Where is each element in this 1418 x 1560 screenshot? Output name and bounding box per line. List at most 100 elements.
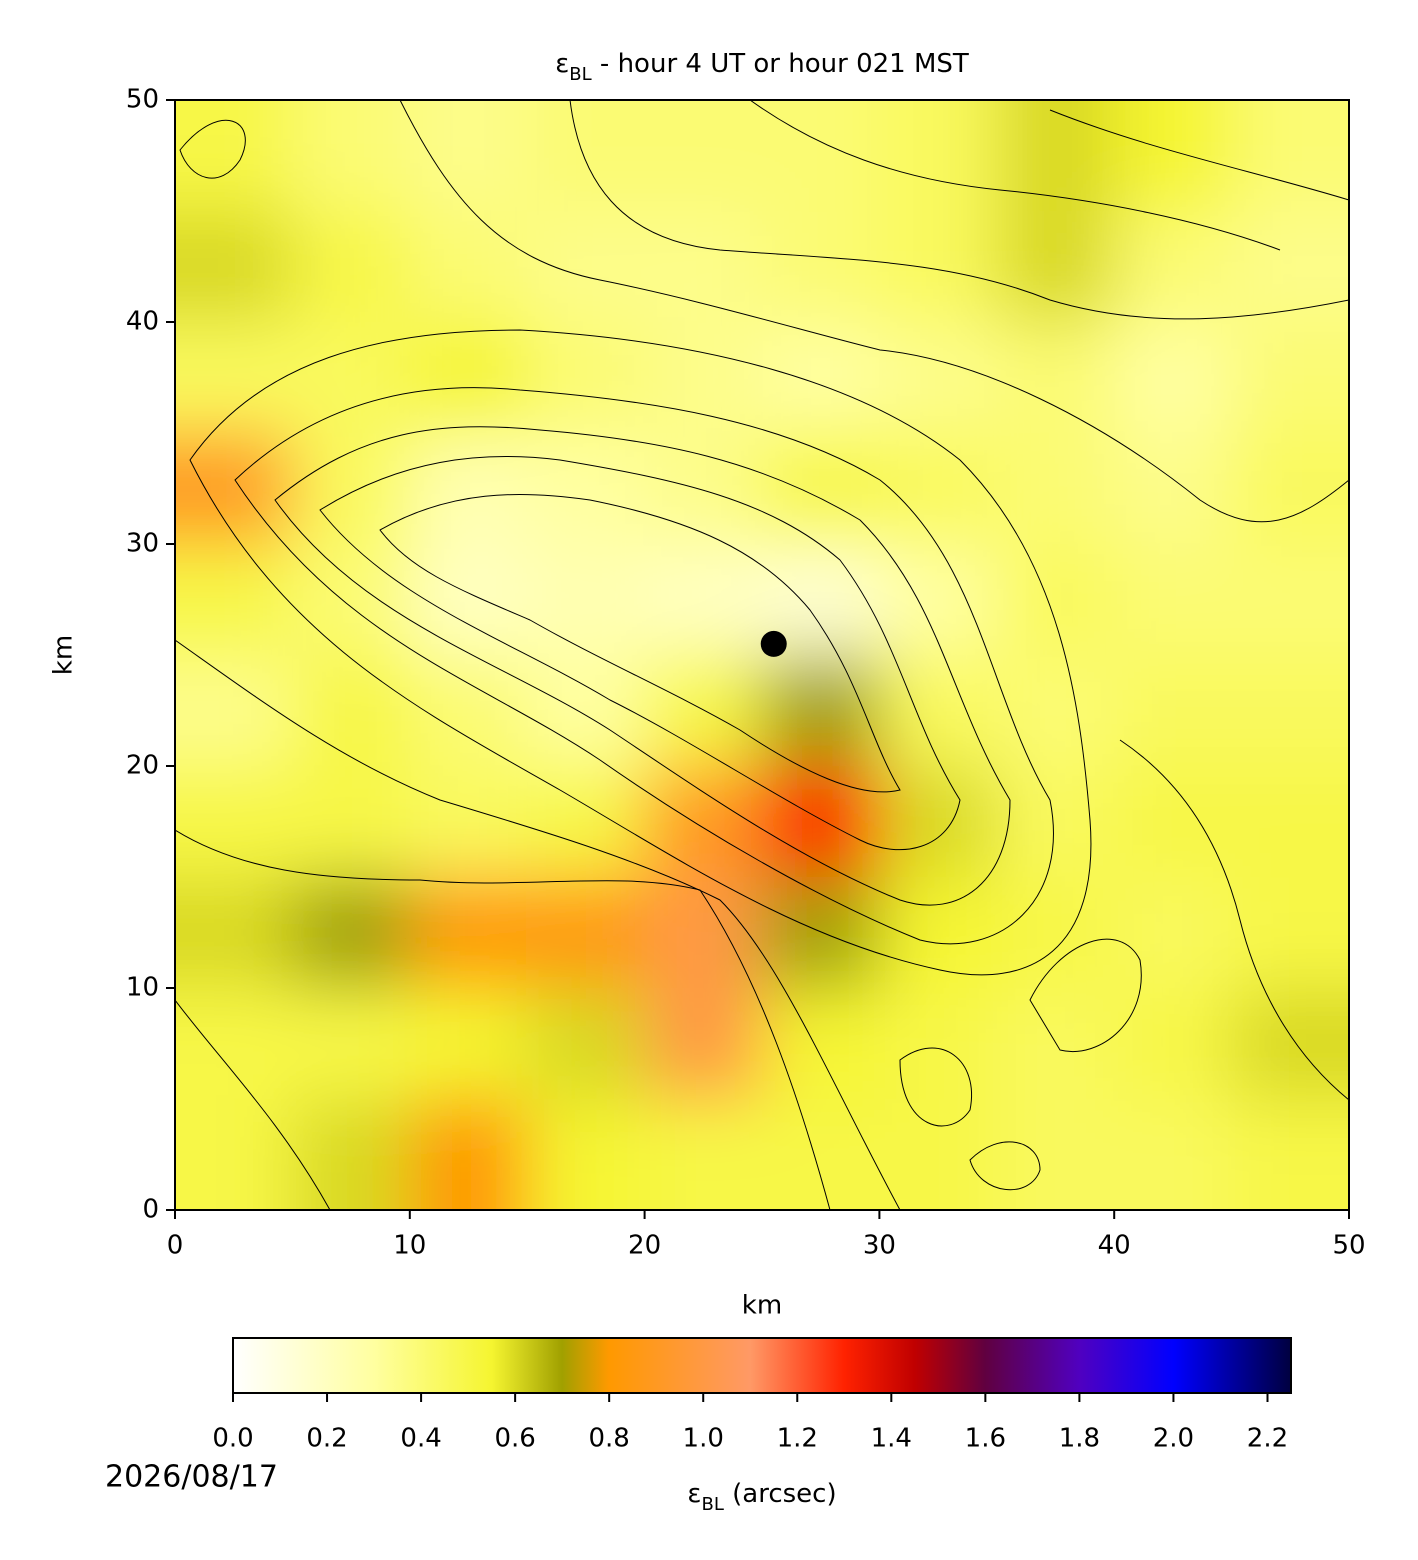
- colorbar-tick-label: 2.0: [1153, 1424, 1194, 1454]
- heatmap-cell: [1231, 322, 1349, 433]
- heatmap-cell: [409, 322, 528, 433]
- colorbar-label-text: (arcsec): [724, 1479, 837, 1509]
- colorbar-tick-label: 1.2: [777, 1424, 818, 1454]
- heatmap-cell: [292, 877, 410, 988]
- heatmap-cell: [292, 1099, 410, 1210]
- heatmap-cell: [1114, 211, 1232, 322]
- heatmap-cell: [644, 211, 762, 322]
- heatmap-cell: [879, 988, 997, 1099]
- heatmap-cell: [175, 766, 293, 877]
- heatmap-cell: [527, 988, 645, 1099]
- heatmap-cell: [762, 655, 880, 766]
- heatmap-cell: [292, 433, 410, 544]
- x-tick-label: 10: [393, 1231, 426, 1261]
- heatmap-cell: [996, 322, 1115, 433]
- heatmap-cell: [1114, 433, 1232, 544]
- heatmap-cell: [409, 877, 528, 988]
- heatmap-cell: [527, 322, 645, 433]
- heatmap-cell: [409, 211, 528, 322]
- heatmap-cell: [1231, 766, 1349, 877]
- colorbar-tick-label: 1.0: [683, 1424, 724, 1454]
- x-tick-label: 0: [167, 1231, 184, 1261]
- colorbar-tick-label: 1.6: [965, 1424, 1006, 1454]
- heatmap-cell: [527, 766, 645, 877]
- heatmap-cell: [762, 766, 880, 877]
- heatmap-cell: [292, 655, 410, 766]
- heatmap-cell: [762, 877, 880, 988]
- heatmap-cell: [1114, 877, 1232, 988]
- heatmap-cell: [879, 655, 997, 766]
- heatmap-cell: [644, 322, 762, 433]
- site-marker: [760, 630, 787, 657]
- plot-frame: [174, 99, 1350, 1211]
- heatmap-cell: [1114, 100, 1232, 211]
- colorbar-tick-label: 1.8: [1059, 1424, 1100, 1454]
- y-axis-label: km: [49, 635, 79, 675]
- heatmap-cell: [527, 1099, 645, 1210]
- heatmap-cell: [644, 100, 762, 211]
- y-tick-label: 20: [126, 751, 159, 781]
- heatmap-cell: [527, 655, 645, 766]
- x-tick-label: 30: [863, 1231, 896, 1261]
- colorbar-tick-label: 0.2: [306, 1424, 347, 1454]
- heatmap-cell: [644, 877, 762, 988]
- heatmap-cell: [292, 322, 410, 433]
- heatmap-cell: [762, 1099, 880, 1210]
- heatmap: [175, 100, 1349, 1210]
- heatmap-cell: [175, 1099, 293, 1210]
- heatmap-cell: [409, 100, 528, 211]
- heatmap-cell: [175, 100, 293, 211]
- colorbar-tick-label: 0.0: [212, 1424, 253, 1454]
- heatmap-cell: [409, 544, 528, 655]
- heatmap-cell: [1114, 322, 1232, 433]
- colorbar-tick-label: 0.8: [588, 1424, 629, 1454]
- colorbar-tick-label: 1.4: [871, 1424, 912, 1454]
- heatmap-cell: [879, 322, 997, 433]
- heatmap-cell: [762, 322, 880, 433]
- heatmap-cell: [1231, 211, 1349, 322]
- heatmap-cell: [996, 433, 1115, 544]
- heatmap-cell: [1114, 1099, 1232, 1210]
- heatmap-cell: [175, 211, 293, 322]
- heatmap-cell: [292, 100, 410, 211]
- heatmap-cell: [996, 988, 1115, 1099]
- heatmap-cell: [175, 322, 293, 433]
- heatmap-cell: [292, 988, 410, 1099]
- x-axis-label: km: [742, 1291, 782, 1321]
- y-tick-label: 40: [126, 307, 159, 337]
- heatmap-cell: [527, 433, 645, 544]
- x-tick-label: 50: [1332, 1231, 1365, 1261]
- y-tick-label: 50: [126, 85, 159, 115]
- title-subscript: BL: [569, 64, 591, 85]
- y-tick-label: 0: [142, 1195, 159, 1225]
- heatmap-cell: [996, 766, 1115, 877]
- heatmap-cell: [1114, 655, 1232, 766]
- heatmap-cell: [1231, 433, 1349, 544]
- colorbar: [232, 1337, 1292, 1394]
- heatmap-cell: [1231, 544, 1349, 655]
- heatmap-cell: [879, 433, 997, 544]
- heatmap-cell: [1231, 988, 1349, 1099]
- title-text: - hour 4 UT or hour 021 MST: [592, 49, 969, 79]
- heatmap-cell: [292, 544, 410, 655]
- heatmap-cell: [644, 433, 762, 544]
- heatmap-cell: [1231, 100, 1349, 211]
- date-label: 2026/08/17: [105, 1460, 278, 1495]
- heatmap-cell: [175, 655, 293, 766]
- chart-title: εBL - hour 4 UT or hour 021 MST: [555, 49, 969, 85]
- heatmap-cell: [762, 988, 880, 1099]
- heatmap-cell: [879, 877, 997, 988]
- heatmap-cell: [879, 211, 997, 322]
- heatmap-cell: [1231, 1099, 1349, 1210]
- x-tick-label: 20: [628, 1231, 661, 1261]
- heatmap-cell: [762, 211, 880, 322]
- heatmap-cell: [175, 877, 293, 988]
- heatmap-cell: [409, 433, 528, 544]
- colorbar-label-subscript: BL: [701, 1494, 723, 1515]
- heatmap-cell: [644, 544, 762, 655]
- heatmap-cell: [175, 433, 293, 544]
- heatmap-cell: [879, 100, 997, 211]
- heatmap-cell: [292, 766, 410, 877]
- heatmap-cell: [996, 544, 1115, 655]
